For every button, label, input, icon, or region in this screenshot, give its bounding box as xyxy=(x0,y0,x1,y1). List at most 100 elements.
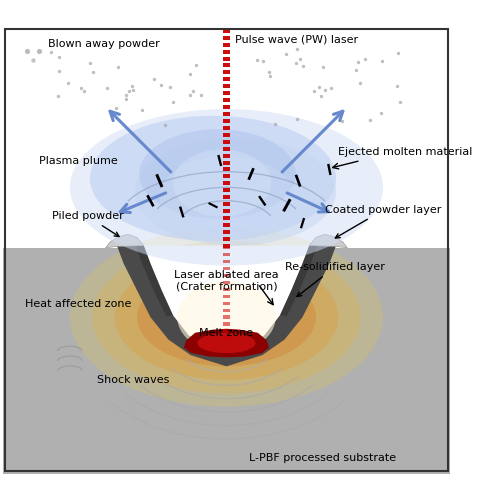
Point xyxy=(253,56,261,64)
Point xyxy=(292,60,300,68)
Point xyxy=(189,88,197,96)
Point xyxy=(293,115,301,123)
Ellipse shape xyxy=(159,156,294,236)
Point xyxy=(354,58,362,66)
Point xyxy=(114,63,122,71)
Bar xyxy=(223,174,230,178)
Point xyxy=(64,78,72,86)
Ellipse shape xyxy=(182,292,271,342)
Point xyxy=(377,109,385,117)
Bar xyxy=(3,248,450,474)
Point xyxy=(169,98,177,106)
Point xyxy=(282,50,290,58)
Polygon shape xyxy=(144,246,309,354)
Ellipse shape xyxy=(197,333,255,353)
Point xyxy=(271,120,278,128)
Bar xyxy=(223,223,230,227)
Text: L-PBF processed substrate: L-PBF processed substrate xyxy=(249,453,396,463)
Text: Shock waves: Shock waves xyxy=(97,374,169,384)
Point xyxy=(77,84,85,92)
Bar xyxy=(223,294,230,298)
Bar xyxy=(223,253,230,256)
Bar xyxy=(223,160,230,164)
Text: Ejected molten material: Ejected molten material xyxy=(338,146,473,156)
Text: Piled powder: Piled powder xyxy=(52,212,124,236)
Ellipse shape xyxy=(173,150,271,216)
Point xyxy=(361,56,369,64)
Point xyxy=(122,96,130,104)
Bar xyxy=(223,168,230,172)
Polygon shape xyxy=(117,246,336,366)
Point xyxy=(103,84,111,92)
Point xyxy=(352,66,360,74)
Text: Laser ablated area
(Crater formation): Laser ablated area (Crater formation) xyxy=(174,270,279,291)
Polygon shape xyxy=(217,155,222,166)
Point xyxy=(266,68,274,76)
Point xyxy=(395,50,402,58)
Bar xyxy=(223,246,230,250)
Bar xyxy=(223,216,230,220)
Bar xyxy=(223,274,230,277)
Ellipse shape xyxy=(200,302,253,333)
Point xyxy=(296,54,304,62)
Ellipse shape xyxy=(115,254,338,380)
Point xyxy=(89,68,96,76)
Bar xyxy=(223,202,230,206)
Polygon shape xyxy=(309,234,347,248)
Point xyxy=(55,54,63,62)
Polygon shape xyxy=(179,206,184,218)
Bar xyxy=(223,42,230,46)
Polygon shape xyxy=(247,168,255,180)
Point xyxy=(138,106,146,114)
Point xyxy=(29,56,37,64)
Polygon shape xyxy=(300,218,305,228)
Point xyxy=(48,48,56,56)
Point xyxy=(112,104,120,112)
Bar xyxy=(223,230,230,234)
Text: Melt zone: Melt zone xyxy=(199,328,253,338)
Point xyxy=(321,86,329,94)
Polygon shape xyxy=(155,174,163,188)
Point xyxy=(315,84,323,92)
Bar xyxy=(223,195,230,199)
Bar xyxy=(223,119,230,123)
Polygon shape xyxy=(282,198,291,212)
Bar xyxy=(223,209,230,213)
Bar xyxy=(223,330,230,332)
Bar xyxy=(223,133,230,137)
Polygon shape xyxy=(258,196,267,206)
Point xyxy=(186,70,194,78)
Point xyxy=(319,63,327,71)
Text: Coated powder layer: Coated powder layer xyxy=(325,205,441,238)
Ellipse shape xyxy=(177,282,276,353)
Bar xyxy=(223,322,230,326)
Ellipse shape xyxy=(135,138,336,246)
Ellipse shape xyxy=(70,109,383,266)
Ellipse shape xyxy=(70,228,383,406)
Polygon shape xyxy=(136,246,173,316)
Text: Pulse wave (PW) laser: Pulse wave (PW) laser xyxy=(236,34,359,44)
Bar xyxy=(223,126,230,130)
Text: Heat affected zone: Heat affected zone xyxy=(25,298,131,308)
Bar xyxy=(223,56,230,60)
Text: Plasma plume: Plasma plume xyxy=(38,156,117,166)
Bar xyxy=(223,302,230,305)
Bar xyxy=(223,146,230,150)
Point xyxy=(34,47,42,55)
Point xyxy=(338,118,345,126)
Point xyxy=(317,92,325,100)
Point xyxy=(122,92,130,100)
Text: Re-solidified layer: Re-solidified layer xyxy=(285,262,385,296)
Ellipse shape xyxy=(139,129,296,218)
Point xyxy=(129,86,137,94)
Point xyxy=(125,88,133,96)
Bar xyxy=(223,98,230,102)
Bar xyxy=(223,29,230,33)
Point xyxy=(150,74,158,82)
Ellipse shape xyxy=(92,241,361,393)
Bar xyxy=(223,105,230,109)
Point xyxy=(128,82,136,90)
Bar xyxy=(223,70,230,74)
Bar xyxy=(223,78,230,82)
Bar xyxy=(223,316,230,318)
